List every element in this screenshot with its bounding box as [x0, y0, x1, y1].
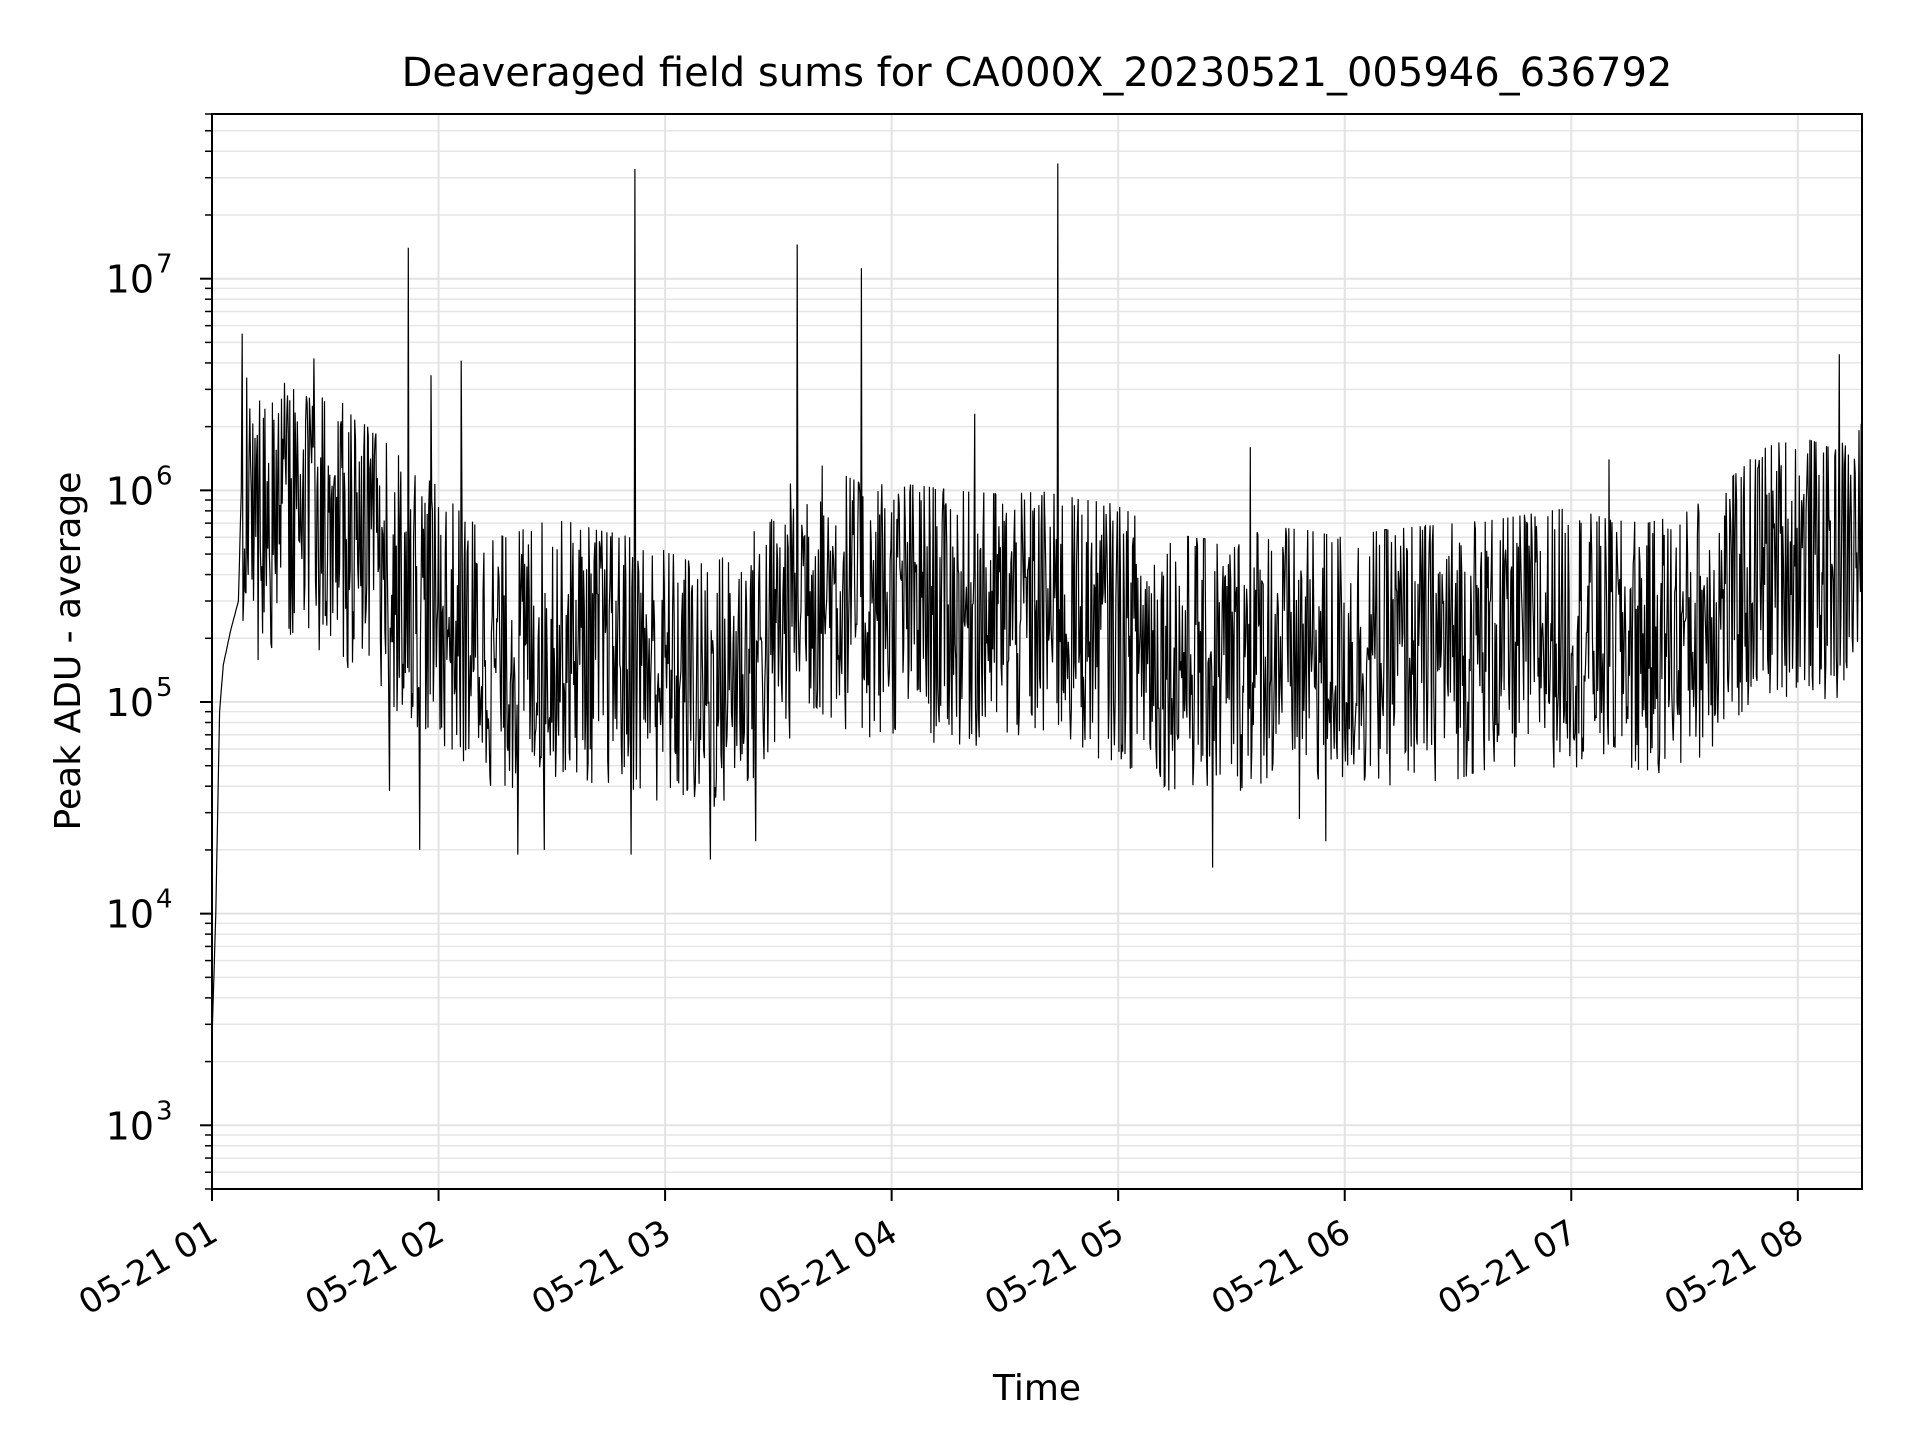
chart-title: Deaveraged field sums for CA000X_2023052…	[402, 50, 1673, 96]
y-tick-label: 10	[106, 681, 154, 725]
y-tick-exponent: 4	[156, 885, 173, 915]
y-tick-label: 10	[106, 893, 154, 937]
series-layer	[211, 163, 1863, 1042]
x-axis-label: Time	[992, 1368, 1081, 1409]
series-line	[211, 163, 1863, 1042]
y-tick-label: 10	[106, 258, 154, 302]
y-tick-label: 10	[106, 1104, 154, 1148]
y-axis-label: Peak ADU - average	[48, 472, 89, 831]
y-tick-exponent: 6	[156, 461, 173, 491]
y-tick-label: 10	[106, 469, 154, 513]
plot-frame	[211, 113, 1863, 1190]
y-tick-exponent: 3	[156, 1096, 173, 1126]
y-tick-exponent: 5	[156, 673, 173, 703]
y-tick-exponent: 7	[156, 250, 173, 280]
